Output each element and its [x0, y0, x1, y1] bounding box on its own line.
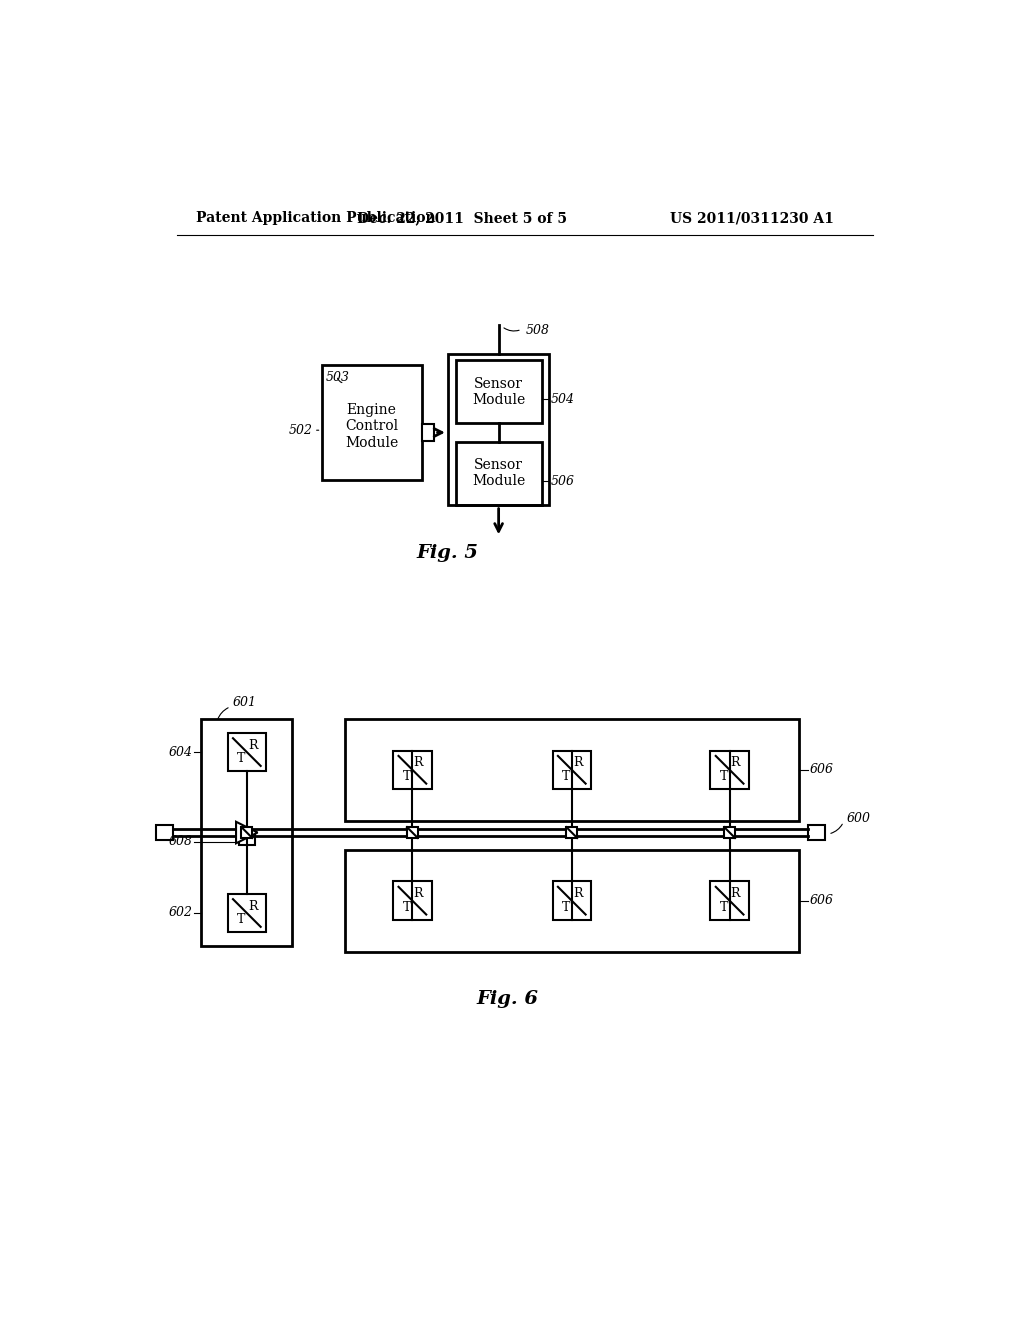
Text: 508: 508	[525, 325, 550, 338]
Text: T: T	[237, 913, 245, 927]
FancyBboxPatch shape	[724, 828, 735, 838]
Text: 506: 506	[551, 474, 575, 487]
FancyBboxPatch shape	[242, 828, 252, 838]
Text: Dec. 22, 2011  Sheet 5 of 5: Dec. 22, 2011 Sheet 5 of 5	[356, 211, 566, 226]
Text: US 2011/0311230 A1: US 2011/0311230 A1	[670, 211, 834, 226]
FancyBboxPatch shape	[553, 882, 591, 920]
FancyBboxPatch shape	[393, 751, 432, 789]
FancyBboxPatch shape	[456, 442, 542, 506]
Text: Patent Application Publication: Patent Application Publication	[196, 211, 435, 226]
Text: 601: 601	[232, 696, 256, 709]
Text: 608: 608	[168, 836, 193, 849]
Text: Fig. 6: Fig. 6	[477, 990, 539, 1008]
Polygon shape	[237, 822, 258, 843]
FancyBboxPatch shape	[393, 882, 432, 920]
FancyBboxPatch shape	[345, 850, 799, 952]
Text: T: T	[562, 770, 570, 783]
FancyBboxPatch shape	[566, 828, 578, 838]
Text: 602: 602	[168, 907, 193, 920]
FancyBboxPatch shape	[711, 751, 749, 789]
Text: T: T	[720, 902, 728, 915]
Text: T: T	[237, 752, 245, 766]
Text: R: R	[414, 887, 423, 900]
Text: 606: 606	[810, 763, 834, 776]
Text: R: R	[572, 887, 583, 900]
Text: R: R	[248, 739, 257, 751]
Text: 503: 503	[326, 371, 349, 384]
FancyBboxPatch shape	[456, 360, 542, 424]
Text: Sensor
Module: Sensor Module	[472, 376, 525, 407]
FancyBboxPatch shape	[227, 894, 266, 932]
Text: 606: 606	[810, 894, 834, 907]
Text: Fig. 5: Fig. 5	[417, 544, 479, 561]
FancyBboxPatch shape	[808, 825, 825, 841]
FancyBboxPatch shape	[553, 751, 591, 789]
Text: R: R	[248, 899, 257, 912]
Text: Engine
Control
Module: Engine Control Module	[345, 403, 398, 450]
FancyBboxPatch shape	[227, 733, 266, 771]
Text: 502: 502	[289, 424, 312, 437]
Text: T: T	[720, 770, 728, 783]
FancyBboxPatch shape	[156, 825, 173, 841]
FancyBboxPatch shape	[345, 719, 799, 821]
Text: Sensor
Module: Sensor Module	[472, 458, 525, 488]
Text: 604: 604	[168, 746, 193, 759]
FancyBboxPatch shape	[711, 882, 749, 920]
Text: T: T	[402, 902, 411, 915]
Text: 504: 504	[551, 393, 575, 407]
Text: R: R	[731, 887, 740, 900]
Text: R: R	[414, 756, 423, 770]
FancyBboxPatch shape	[202, 719, 292, 946]
Text: T: T	[402, 770, 411, 783]
Text: R: R	[731, 756, 740, 770]
FancyBboxPatch shape	[422, 424, 434, 441]
Text: R: R	[572, 756, 583, 770]
Text: 600: 600	[847, 812, 870, 825]
Text: T: T	[562, 902, 570, 915]
FancyBboxPatch shape	[407, 828, 418, 838]
FancyBboxPatch shape	[240, 833, 255, 845]
FancyBboxPatch shape	[322, 364, 422, 480]
